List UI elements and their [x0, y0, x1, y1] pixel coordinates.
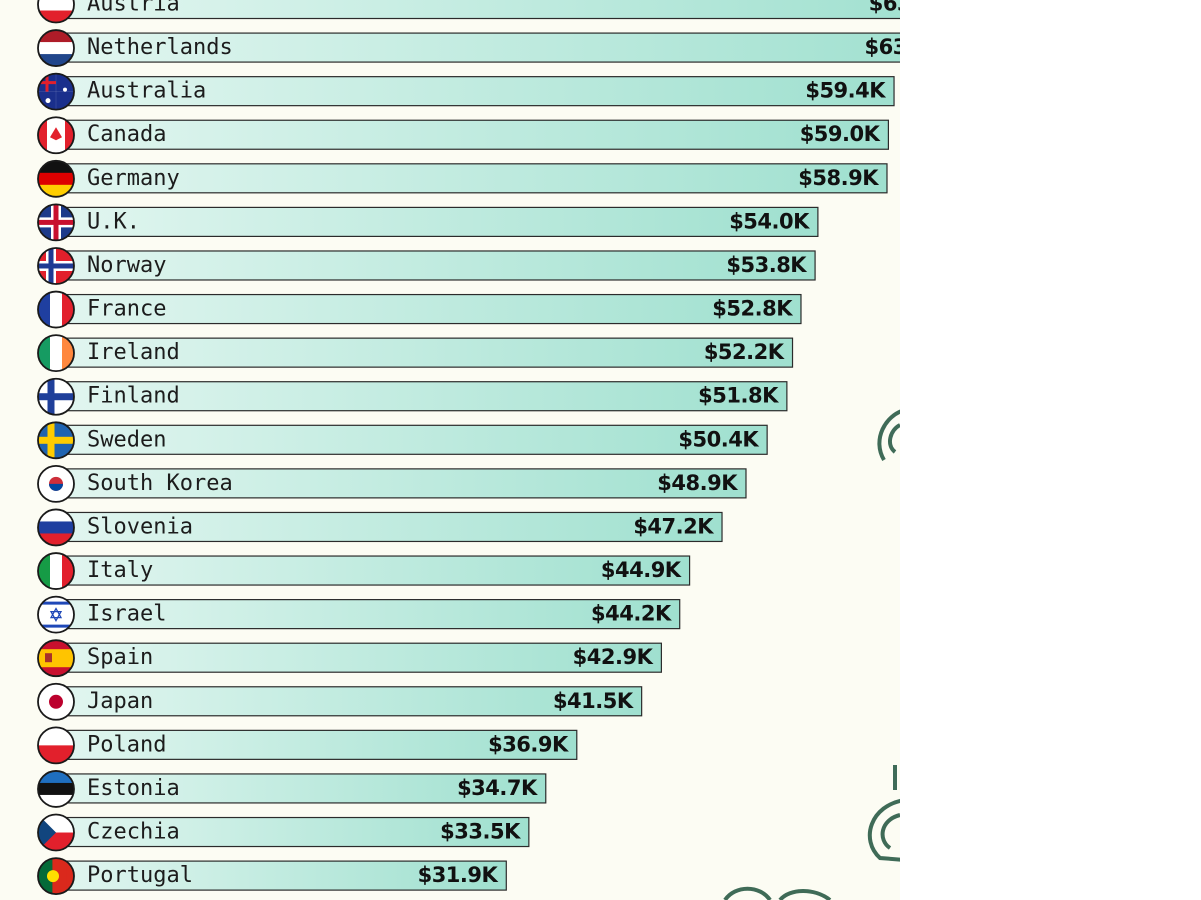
value-label: $33.5K: [440, 820, 521, 844]
category-label: Canada: [87, 122, 166, 147]
category-label: Italy: [87, 558, 153, 583]
category-label: Ireland: [87, 340, 180, 365]
category-label: Germany: [87, 166, 180, 191]
category-label: Israel: [87, 602, 166, 627]
value-label: $31.9K: [418, 863, 499, 887]
bar: [55, 424, 768, 455]
category-label: Portugal: [87, 863, 193, 888]
flag-outline: [37, 595, 75, 634]
value-label: $47.2K: [633, 514, 714, 538]
flag-outline: [37, 726, 75, 765]
category-label: Norway: [87, 253, 166, 278]
value-label: $52.8K: [712, 297, 793, 321]
value-label: $52.2K: [704, 340, 785, 364]
category-label: Netherlands: [87, 35, 233, 60]
flag-icon: [38, 727, 74, 764]
flag-outline: [37, 247, 75, 285]
flag-icon: [38, 117, 74, 154]
flag-outline: [37, 813, 75, 852]
flag-icon: [38, 640, 74, 677]
value-label: $44.9K: [601, 558, 682, 582]
category-label: Spain: [87, 645, 153, 670]
flag-icon: [38, 422, 74, 459]
bar: [55, 773, 547, 804]
flag-icon: [38, 247, 74, 284]
flag-outline: [37, 290, 75, 329]
flag-outline: [37, 377, 75, 416]
category-label: Slovenia: [87, 514, 193, 539]
bar: [55, 337, 794, 368]
value-label: $63.6K: [865, 35, 946, 59]
flag-icon: [38, 204, 74, 241]
value-label: $51.8K: [698, 384, 779, 408]
value-label: $54.0K: [729, 209, 810, 233]
flag-icon: [38, 378, 74, 415]
value-label: $48.9K: [657, 471, 738, 495]
value-label: $59.4K: [805, 79, 886, 103]
flag-outline: [37, 29, 75, 67]
value-label: $50.4K: [678, 427, 759, 451]
bar: [55, 76, 895, 107]
value-label: $42.9K: [573, 645, 654, 669]
value-label: $41.5K: [553, 689, 634, 713]
category-label: Australia: [87, 79, 206, 104]
category-label: France: [87, 297, 166, 322]
bar: [55, 163, 888, 194]
flag-icon: [38, 465, 74, 502]
value-label: $53.8K: [726, 253, 807, 277]
bar: [55, 860, 507, 891]
flag-outline: [37, 72, 75, 111]
value-label: $58.9K: [798, 166, 879, 190]
flag-outline: [37, 639, 75, 678]
bar: [55, 642, 662, 673]
flag-outline: [37, 682, 75, 721]
flag-outline: [37, 508, 75, 547]
flag-icon: [38, 858, 74, 895]
bar: [55, 119, 890, 150]
category-label: Finland: [87, 384, 180, 409]
bars: Austria $63.9K Netherlands $63.6K Australia $…: [37, 0, 950, 895]
value-label: $63.9K: [869, 0, 950, 16]
category-label: U.K.: [87, 209, 140, 234]
value-label: $36.9K: [488, 732, 569, 756]
flag-outline: [37, 159, 75, 198]
bar: [55, 250, 816, 281]
category-label: Japan: [87, 689, 153, 714]
category-label: Estonia: [87, 776, 180, 801]
category-label: Austria: [87, 0, 180, 17]
flag-outline: [37, 116, 75, 155]
value-label: $34.7K: [457, 776, 538, 800]
flag-outline: [37, 857, 75, 895]
category-label: Poland: [87, 732, 166, 757]
value-label: $44.2K: [591, 602, 672, 626]
category-label: South Korea: [87, 471, 233, 496]
flag-icon: [38, 596, 74, 633]
bar: [55, 468, 747, 499]
flag-outline: [37, 770, 75, 808]
bar: [55, 729, 578, 760]
decoration: [723, 409, 900, 900]
category-label: Sweden: [87, 427, 166, 452]
flag-icon: [38, 814, 74, 851]
flag-outline: [37, 464, 75, 503]
flag-outline: [37, 203, 75, 242]
bar: [55, 0, 900, 20]
bar: [55, 293, 802, 325]
bar: [55, 555, 691, 586]
category-label: Czechia: [87, 820, 180, 845]
flag-icon: [38, 73, 74, 110]
value-label: $59.0K: [800, 122, 881, 146]
flag-outline: [37, 552, 75, 590]
flag-icon: [38, 683, 74, 720]
flag-outline: [37, 0, 75, 24]
flag-outline: [37, 421, 75, 460]
bar: [55, 816, 530, 848]
flag-outline: [37, 334, 75, 373]
bar: [55, 599, 681, 630]
bar: [55, 206, 819, 237]
